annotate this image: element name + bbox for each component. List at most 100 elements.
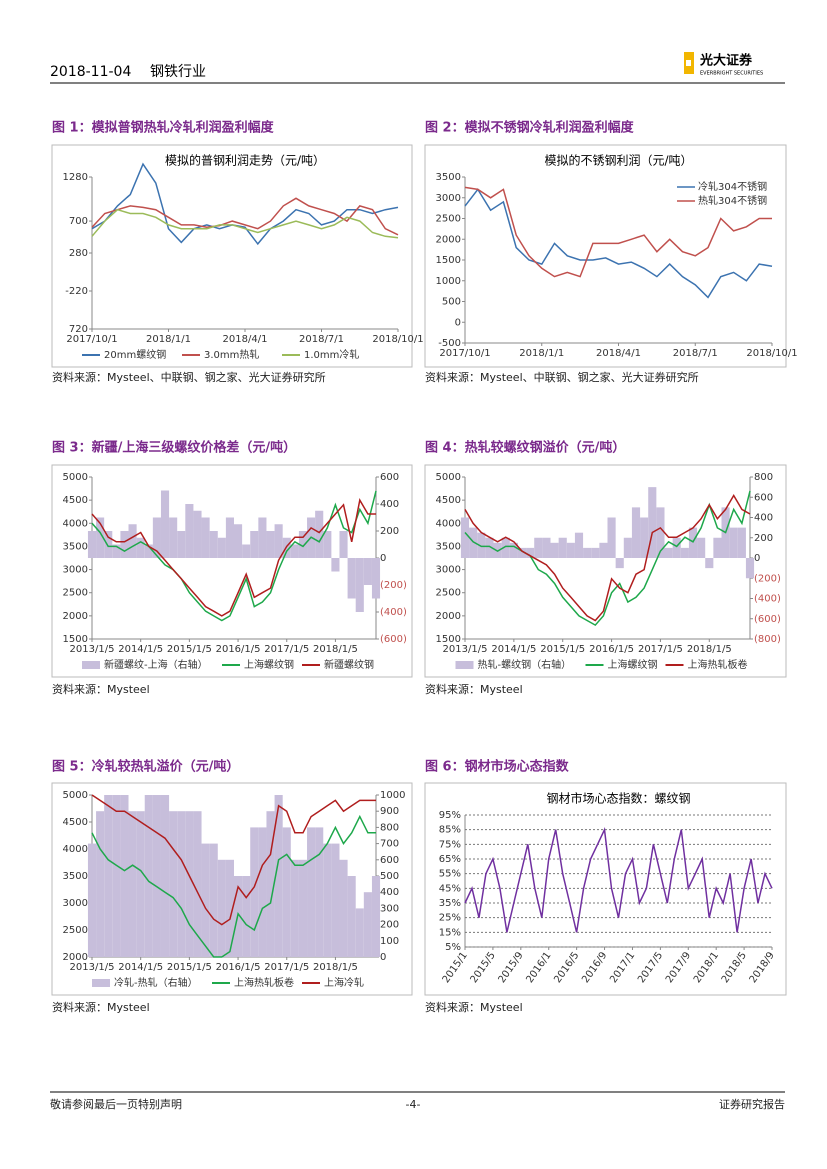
y2-tick-label: (600): [754, 614, 781, 625]
area-bar: [87, 531, 97, 558]
y-tick-label: 4500: [436, 495, 461, 506]
area-bar: [193, 811, 202, 957]
chart-frame: [424, 782, 787, 996]
y-tick-label: 0: [455, 317, 461, 328]
y-tick-label: 4000: [436, 518, 461, 529]
y-tick-label: -220: [65, 286, 88, 297]
y-tick-label: 15%: [439, 927, 461, 938]
y-tick-label: 1500: [436, 634, 461, 645]
y2-tick-label: 800: [380, 822, 399, 833]
y-tick-label: 4500: [63, 495, 88, 506]
area-bar: [315, 510, 324, 558]
y-tick-label: 1500: [63, 634, 88, 645]
area-bar: [120, 531, 129, 558]
area-bar: [574, 532, 584, 558]
area-bar: [672, 537, 681, 558]
y2-tick-label: 700: [380, 839, 399, 850]
y2-tick-label: 0: [754, 553, 760, 564]
area-bar: [697, 537, 706, 558]
area-bar: [234, 524, 243, 558]
y-tick-label: 3000: [436, 565, 461, 576]
x-tick-label: 2018/1/5: [313, 962, 358, 973]
y-tick-label: 3500: [436, 172, 461, 183]
y2-tick-label: 800: [754, 472, 773, 483]
series-line: [464, 494, 751, 622]
y-tick-label: 1500: [436, 255, 461, 266]
y2-tick-label: (400): [754, 594, 781, 605]
y-tick-label: 5%: [445, 942, 461, 953]
area-bar: [258, 827, 267, 957]
legend-label: 冷轧304不锈钢: [698, 180, 767, 193]
area-bar: [282, 827, 291, 957]
area-bar: [144, 544, 153, 558]
x-tick-label: 2018/1/5: [313, 644, 358, 655]
x-tick-label: 2014/1/5: [118, 644, 163, 655]
area-bar: [152, 517, 161, 558]
series-line: [464, 188, 773, 299]
area-bar: [347, 876, 356, 957]
y-tick-label: 1000: [436, 276, 461, 287]
footer-note: 敬请参阅最后一页特别声明: [50, 1097, 182, 1111]
area-bar: [209, 531, 218, 558]
y2-tick-label: 100: [380, 936, 399, 947]
x-tick-label: 2017/1: [608, 950, 637, 985]
legend-label: 冷轧-热轧（右轴）: [114, 976, 198, 989]
x-tick-label: 2013/1/5: [70, 644, 115, 655]
figure-caption: 图 2：模拟不锈钢冷轧利润盈利幅度: [425, 120, 635, 136]
area-bar: [355, 908, 364, 957]
x-tick-label: 2017/5: [636, 950, 665, 985]
x-tick-label: 2018/10/1: [746, 348, 797, 359]
x-tick-label: 2016/9: [580, 950, 609, 985]
area-bar: [607, 517, 616, 558]
area-bar: [566, 542, 575, 558]
y-tick-label: 5000: [63, 790, 88, 801]
area-bar: [656, 507, 665, 558]
x-tick-label: 2016/1/5: [589, 644, 634, 655]
area-bar: [501, 537, 510, 558]
area-bar: [339, 531, 348, 558]
area-bar: [152, 795, 161, 957]
area-bar: [460, 517, 470, 558]
legend-label: 新疆螺纹钢: [324, 658, 374, 671]
area-bar: [542, 537, 551, 558]
area-bar: [729, 527, 738, 558]
y-tick-label: 25%: [439, 913, 461, 924]
x-tick-label: 2016/1/5: [216, 962, 261, 973]
x-tick-label: 2014/1/5: [491, 644, 536, 655]
legend-swatch: [455, 661, 474, 669]
y2-tick-label: 500: [380, 871, 399, 882]
y2-tick-label: 400: [754, 513, 773, 524]
area-bar: [485, 537, 494, 558]
area-bar: [225, 859, 234, 957]
area-bar: [201, 517, 210, 558]
legend-label: 上海螺纹钢: [244, 658, 294, 671]
footer-type: 证券研究报告: [719, 1097, 785, 1111]
series-line: [91, 497, 376, 617]
source-note: 资料来源：Mysteel: [52, 682, 150, 696]
x-tick-label: 2016/1/5: [216, 644, 261, 655]
y-tick-label: 2000: [436, 611, 461, 622]
series-line: [91, 794, 376, 926]
x-tick-label: 2018/4/1: [223, 334, 268, 345]
y-tick-label: 700: [69, 216, 88, 227]
series-line: [91, 490, 377, 622]
y-tick-label: 720: [69, 324, 88, 335]
area-bar: [477, 532, 486, 558]
y-tick-label: 85%: [439, 825, 461, 836]
chart-frame: [51, 782, 413, 996]
chart-title: 模拟的普钢利润走势（元/吨）: [165, 153, 325, 168]
y-tick-label: 3500: [436, 541, 461, 552]
area-bar: [193, 510, 202, 558]
area-bar: [469, 527, 478, 558]
area-bar: [266, 811, 275, 957]
x-tick-label: 2017/1/5: [264, 962, 309, 973]
area-bar: [169, 517, 178, 558]
x-tick-label: 2017/1/5: [638, 644, 683, 655]
legend-swatch: [82, 661, 100, 669]
x-tick-label: 2013/1/5: [70, 962, 115, 973]
y2-tick-label: 200: [380, 526, 399, 537]
legend-label: 上海热轧板卷: [234, 976, 294, 989]
y2-tick-label: (600): [380, 634, 407, 645]
x-tick-label: 2015/5: [469, 950, 498, 985]
y-tick-label: 5000: [63, 472, 88, 483]
